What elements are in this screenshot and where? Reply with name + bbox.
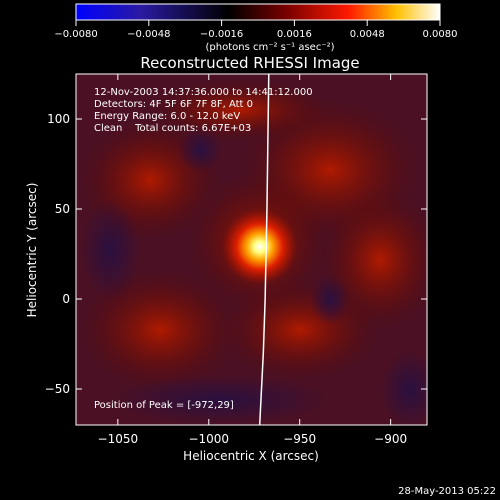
colorbar-tick-label: 0.0080 bbox=[423, 29, 458, 40]
footer-date: 28-May-2013 05:22 bbox=[398, 486, 496, 497]
y-tick-label: 0 bbox=[62, 292, 70, 306]
y-tick-label: 50 bbox=[55, 202, 70, 216]
colorbar-ticks: −0.0080 −0.0048 −0.0016 0.0016 0.0048 0.0080 bbox=[54, 20, 458, 40]
heatmap-image bbox=[76, 74, 427, 425]
x-tick-label: −950 bbox=[283, 432, 316, 446]
x-axis-label: Heliocentric X (arcsec) bbox=[183, 449, 319, 463]
y-axis-ticks: −50 0 50 100 bbox=[45, 112, 427, 396]
y-tick-label: 100 bbox=[47, 112, 70, 126]
x-tick-label: −900 bbox=[374, 432, 407, 446]
x-tick-label: −1050 bbox=[98, 432, 139, 446]
chart-title: Reconstructed RHESSI Image bbox=[140, 54, 359, 72]
annotation-clean: Clean Total counts: 6.67E+03 bbox=[94, 123, 251, 134]
plot-frame bbox=[75, 73, 428, 426]
peak-source bbox=[221, 208, 298, 285]
x-axis-ticks: −1050 −1000 −950 −900 bbox=[98, 74, 407, 446]
solar-limb-line bbox=[258, 74, 270, 425]
y-axis-label: Heliocentric Y (arcsec) bbox=[25, 183, 39, 318]
annotation-energy: Energy Range: 6.0 - 12.0 keV bbox=[94, 111, 240, 122]
colorbar-unit-label: (photons cm⁻² s⁻¹ asec⁻²) bbox=[205, 42, 334, 53]
colorbar bbox=[75, 3, 441, 21]
colorbar-tick-label: 0.0016 bbox=[277, 29, 312, 40]
y-tick-label: −50 bbox=[45, 382, 70, 396]
colorbar-tick-label: −0.0016 bbox=[200, 29, 243, 40]
colorbar-tick-label: 0.0048 bbox=[350, 29, 385, 40]
peak-position-label: Position of Peak = [-972,29] bbox=[94, 400, 234, 411]
annotation-time: 12-Nov-2003 14:37:36.000 to 14:41:12.000 bbox=[94, 87, 313, 98]
annotation-detectors: Detectors: 4F 5F 6F 7F 8F, Att 0 bbox=[94, 99, 253, 110]
x-tick-label: −1000 bbox=[188, 432, 229, 446]
colorbar-tick-label: −0.0080 bbox=[54, 29, 97, 40]
colorbar-tick-label: −0.0048 bbox=[127, 29, 170, 40]
